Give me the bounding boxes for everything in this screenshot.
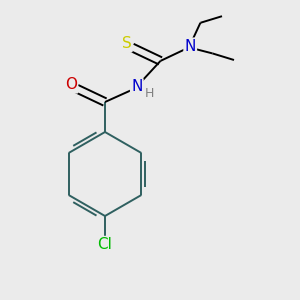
Text: O: O — [65, 77, 77, 92]
Text: N: N — [184, 39, 196, 54]
Text: H: H — [145, 87, 154, 100]
Text: S: S — [122, 36, 131, 51]
Text: N: N — [131, 79, 142, 94]
Text: Cl: Cl — [98, 237, 112, 252]
